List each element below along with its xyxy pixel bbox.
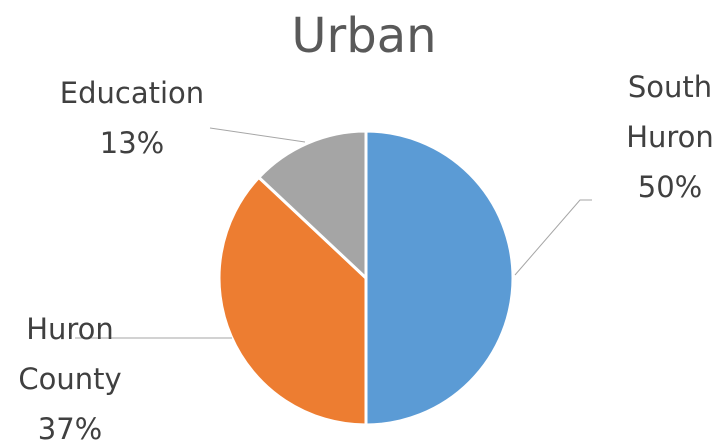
value-label: 13% [99,126,165,160]
value-label: 50% [637,170,703,204]
data-label: Huron County 37% [0,304,140,440]
data-label: Education 13% [42,68,222,168]
chart-title: Urban [291,8,437,64]
pie-slice [217,175,368,427]
value-label: 37% [37,412,103,440]
category-label: South Huron [626,70,714,154]
pie-slice [364,129,515,427]
pie-slice [256,129,368,282]
leader-line [514,199,592,276]
data-label: South Huron 50% [610,62,728,212]
leader-line [209,127,306,143]
category-label: Education [59,76,205,110]
category-label: Huron County [18,312,122,396]
